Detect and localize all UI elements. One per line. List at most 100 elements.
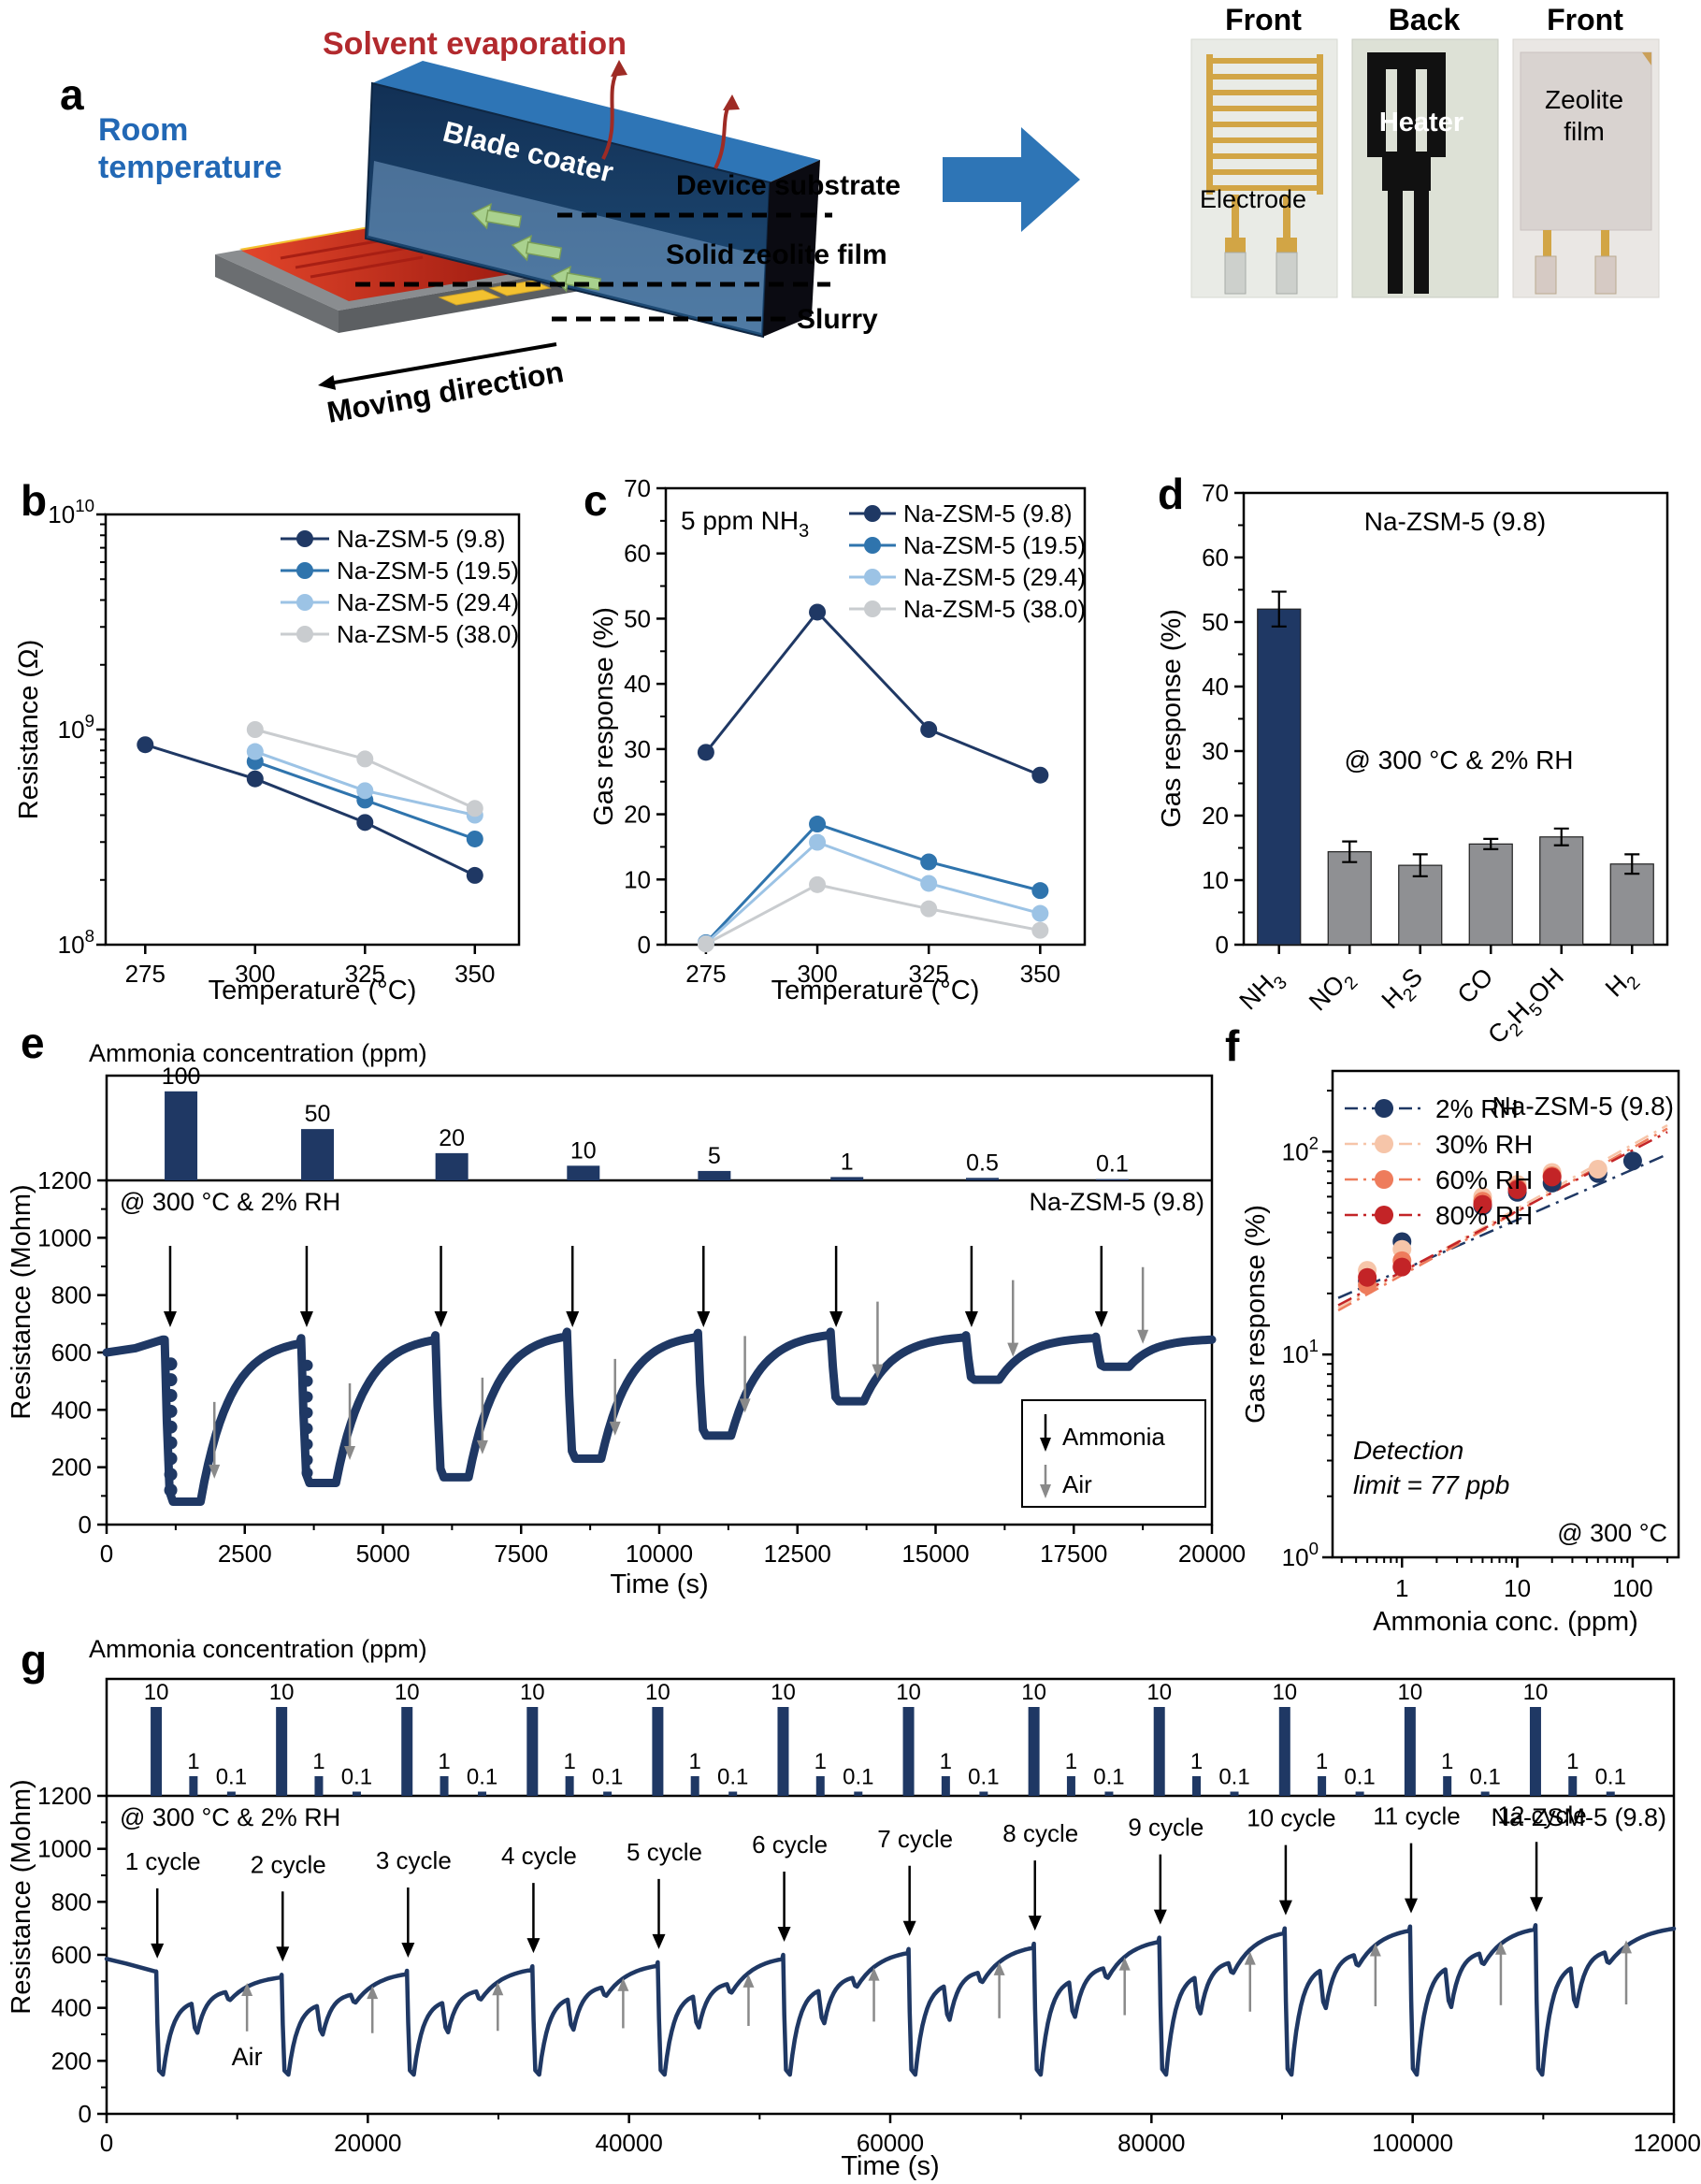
svg-text:300: 300 [797,960,837,988]
svg-text:15000: 15000 [901,1540,969,1568]
panel-b-xlabel: Temperature (°C) [209,976,417,1005]
panel-d-ylabel: Gas response (%) [1157,609,1187,828]
cycle-label: 11 cycle [1373,1802,1460,1830]
panel-f-axes: 1 10 100 100 101 102 Ammonia conc. (ppm) Gas re… [1241,1090,1669,1637]
conc-bar-label: 10 [1021,1680,1046,1705]
svg-text:1000: 1000 [37,1835,92,1863]
legend-entry: Na-ZSM-5 (9.8) [337,525,506,553]
panel-d-bar: H2S [1377,853,1443,1014]
conc-bar-label: 10 [1146,1680,1172,1705]
panel-c-series-Na-ZSM-5 (19.5) [697,816,1049,951]
panel-f: 1 10 100 100 101 102 Ammonia conc. (ppm) Gas re… [1241,1069,1680,1637]
svg-text:1200: 1200 [37,1166,92,1194]
cycle-label: 10 cycle [1247,1804,1335,1832]
legend-entry: Na-ZSM-5 (19.5) [903,531,1086,559]
cycle-label: 4 cycle [501,1842,577,1870]
panel-e-arrows [163,1246,1149,1479]
conc-bar-label: 10 [570,1137,597,1164]
heater-label: Heater [1379,108,1463,137]
gas-category-label: CO [1452,962,1499,1009]
svg-text:5000: 5000 [356,1540,411,1568]
conc-bar-label: 10 [1523,1680,1549,1705]
coating-direction-arrow [470,203,523,230]
cycle-label: 9 cycle [1128,1814,1204,1842]
panel-g-annotation-left: @ 300 °C & 2% RH [120,1803,340,1831]
conc-bar-label: 1 [187,1749,199,1774]
panel-e-annotation-right: Na-ZSM-5 (9.8) [1029,1188,1204,1216]
panel-f-fit-30% RH [1337,1123,1668,1309]
panel-d-bar: CO [1452,837,1513,1009]
svg-text:20: 20 [1202,802,1229,830]
svg-text:400: 400 [51,1396,92,1424]
cycle-label: 3 cycle [376,1846,452,1874]
svg-text:30: 30 [1202,737,1229,765]
panel-c-series-Na-ZSM-5 (38.0) [697,875,1049,953]
svg-text:0: 0 [1216,931,1229,959]
panel-b-label: b [21,476,48,525]
panel-e-legend: Ammonia Air [1021,1399,1206,1508]
conc-bar-label: 10 [269,1680,295,1705]
svg-text:10000: 10000 [626,1540,693,1568]
panel-e-conc-bars: 100 50 20 10 5 1 0.5 0.1 [162,1063,1129,1180]
svg-text:12500: 12500 [764,1540,831,1568]
device-photos: Front Back Front Electrode Heater Zeolite film [1190,3,1660,298]
panel-f-annotation: @ 300 °C [1557,1519,1667,1547]
panel-c-ylabel: Gas response (%) [589,607,619,826]
photo-view-label: Back [1389,3,1461,36]
svg-text:300: 300 [235,960,275,988]
svg-text:70: 70 [624,474,651,502]
panel-f-legend: 2% RH 30% RH 60% RH 80% RH [1345,1094,1533,1230]
conc-bar-label: 20 [439,1125,465,1151]
conc-bar-label: 1 [689,1749,701,1774]
legend-ammonia: Ammonia [1062,1423,1165,1451]
svg-text:7500: 7500 [494,1540,548,1568]
panel-b-series-Na-ZSM-5 (38.0) [246,721,483,817]
panel-f-xlabel: Ammonia conc. (ppm) [1373,1607,1638,1637]
conc-bar-label: 0.1 [1096,1151,1129,1178]
svg-text:108: 108 [58,926,94,959]
panel-c-xlabel: Temperature (°C) [771,976,980,1005]
svg-text:200: 200 [51,1454,92,1482]
conc-bar-label: 1 [841,1149,854,1175]
panel-e-annotation-left: @ 300 °C & 2% RH [120,1188,340,1216]
panel-e-ylabel: Resistance (Mohm) [7,1184,36,1419]
zeolite-film-label2: film [1564,117,1605,146]
svg-text:1000: 1000 [37,1223,92,1251]
conc-bar-label: 0.1 [843,1765,873,1790]
svg-text:60: 60 [624,540,651,568]
panel-g-xlabel: Time (s) [841,2151,939,2181]
panel-f-label: f [1225,1021,1240,1070]
gas-category-label: H2 [1600,962,1645,1007]
gas-category-label: NH3 [1234,962,1291,1020]
svg-text:0: 0 [79,1511,92,1539]
svg-text:325: 325 [908,960,948,988]
svg-text:50: 50 [1202,608,1229,636]
svg-text:20: 20 [624,801,651,829]
panel-b-axes: 275 300 325 350 108 109 1010 Temperature (°C) Re… [14,496,495,1005]
svg-text:200: 200 [51,2047,92,2075]
cycle-label: 6 cycle [752,1830,828,1859]
svg-text:80000: 80000 [1117,2129,1185,2157]
svg-text:100: 100 [1282,1539,1319,1571]
legend-entry: 80% RH [1435,1201,1533,1230]
panel-b-legend: Na-ZSM-5 (9.8) Na-ZSM-5 (19.5) Na-ZSM-5 (2… [281,525,519,648]
svg-text:50: 50 [624,604,651,632]
cycle-label: 5 cycle [627,1838,702,1866]
svg-text:600: 600 [51,1338,92,1367]
panel-e: Ammonia concentration (ppm) 0 2500 5000 7500… [7,1039,1246,1599]
panel-f-series-80% RH [1358,1167,1562,1287]
panel-f-title: Na-ZSM-5 (9.8) [1492,1092,1674,1121]
svg-text:100: 100 [1612,1574,1652,1602]
legend-entry: 30% RH [1435,1130,1533,1159]
svg-text:60: 60 [1202,543,1229,571]
legend-entry: Na-ZSM-5 (9.8) [903,499,1073,528]
conc-bar-label: 1 [1566,1749,1578,1774]
legend-entry: Na-ZSM-5 (38.0) [903,595,1086,623]
panel-f-fit-80% RH [1337,1131,1668,1307]
conc-bar-label: 1 [1190,1749,1203,1774]
panel-b-series-Na-ZSM-5 (9.8) [137,736,483,884]
conc-bar-label: 0.1 [1344,1765,1375,1790]
svg-text:10: 10 [624,865,651,893]
cycle-label: 7 cycle [877,1825,953,1853]
